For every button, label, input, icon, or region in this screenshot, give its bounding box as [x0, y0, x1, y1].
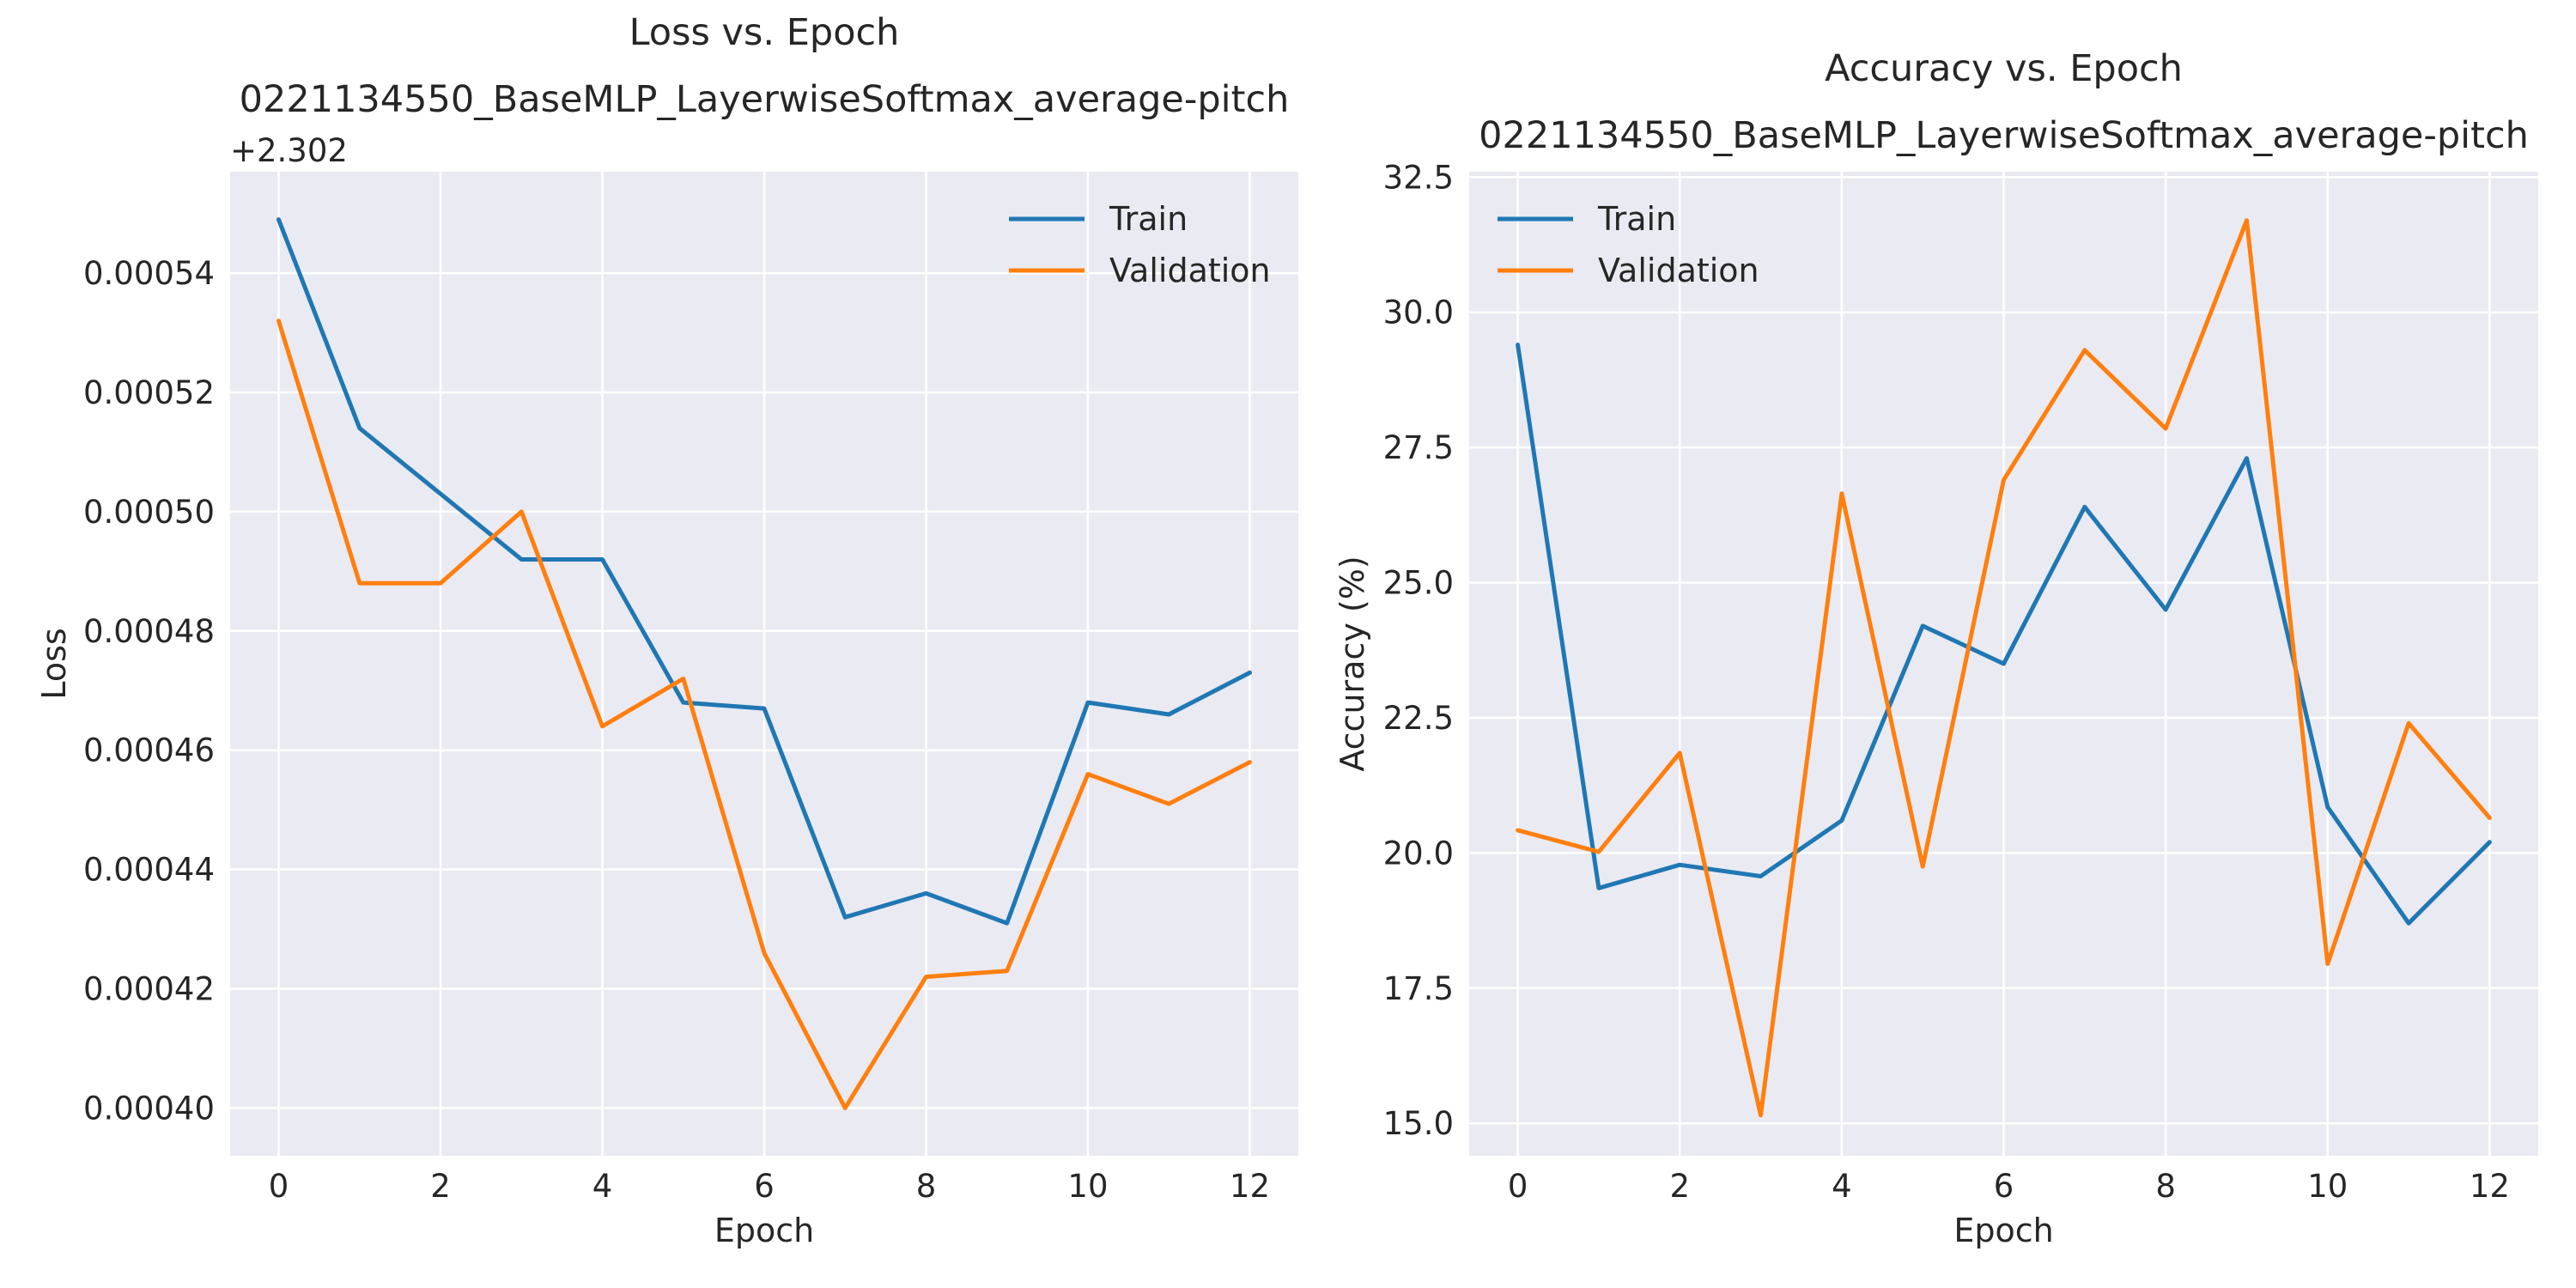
accuracy-chart-panel: 0 2 4 6 8 10 12 15.0 17.5 20.0 22.5 25.0 27.5 30.0 32.…: [1334, 47, 2538, 1249]
loss-x-axis-label: Epoch: [714, 1212, 814, 1249]
accuracy-y-tick-label: 20.0: [1383, 835, 1454, 872]
loss-y-offset-label: +2.302: [230, 132, 348, 169]
accuracy-y-tick-label: 22.5: [1383, 700, 1454, 737]
accuracy-y-axis-label: Accuracy (%): [1334, 556, 1371, 771]
loss-chart-panel: 0 2 4 6 8 10 12 0.00040 0.00042 0.00044 0.00046 0.0…: [35, 11, 1298, 1249]
loss-x-tick-label: 0: [269, 1168, 289, 1205]
accuracy-x-axis-label: Epoch: [1953, 1212, 2053, 1249]
accuracy-x-tick-label: 8: [2155, 1168, 2176, 1205]
loss-x-tick-label: 8: [916, 1168, 937, 1205]
loss-chart-title: Loss vs. Epoch: [629, 11, 900, 54]
loss-y-tick-label: 0.00054: [83, 255, 215, 292]
loss-x-tick-label: 2: [430, 1168, 451, 1205]
loss-y-tick-label: 0.00050: [83, 494, 215, 531]
loss-x-tick-label: 6: [754, 1168, 775, 1205]
loss-x-tick-label: 12: [1230, 1168, 1270, 1205]
accuracy-y-tick-label: 25.0: [1383, 565, 1454, 602]
accuracy-chart-title: Accuracy vs. Epoch: [1825, 47, 2183, 90]
accuracy-series-line-validation: [1516, 218, 2492, 1118]
loss-legend: Train Validation: [1009, 200, 1271, 289]
loss-y-tick-label: 0.00040: [83, 1090, 215, 1127]
accuracy-x-tick-label: 0: [1508, 1168, 1528, 1205]
loss-legend-label-train: Train: [1109, 200, 1188, 238]
loss-chart-subtitle: 0221134550_BaseMLP_LayerwiseSoftmax_aver…: [240, 78, 1290, 121]
loss-y-tick-label: 0.00048: [83, 613, 215, 650]
loss-series-line-train: [276, 217, 1252, 926]
loss-x-tick-label: 10: [1067, 1168, 1108, 1205]
accuracy-series-line-train: [1516, 343, 2492, 926]
accuracy-x-tick-label: 12: [2470, 1168, 2510, 1205]
accuracy-y-tick-label: 30.0: [1383, 295, 1454, 331]
loss-series-line-validation: [276, 319, 1252, 1110]
loss-y-tick-label: 0.00046: [83, 732, 215, 769]
accuracy-y-tick-label: 15.0: [1383, 1105, 1454, 1142]
accuracy-x-tick-label: 6: [1994, 1168, 2014, 1205]
accuracy-x-tick-label: 4: [1832, 1168, 1852, 1205]
loss-y-axis-label: Loss: [35, 628, 73, 699]
accuracy-x-tick-label: 2: [1669, 1168, 1690, 1205]
loss-x-tick-label: 4: [592, 1168, 613, 1205]
accuracy-legend-label-train: Train: [1597, 200, 1676, 238]
accuracy-y-tick-label: 27.5: [1383, 429, 1454, 466]
accuracy-chart-subtitle: 0221134550_BaseMLP_LayerwiseSoftmax_aver…: [1479, 114, 2529, 157]
loss-y-tick-label: 0.00044: [83, 852, 215, 889]
accuracy-x-tick-label: 10: [2307, 1168, 2348, 1205]
accuracy-y-tick-label: 17.5: [1383, 970, 1454, 1007]
loss-y-tick-label: 0.00042: [83, 971, 215, 1008]
accuracy-legend-label-validation: Validation: [1598, 252, 1759, 289]
loss-y-tick-label: 0.00052: [83, 374, 215, 411]
loss-legend-label-validation: Validation: [1109, 252, 1271, 289]
accuracy-legend: Train Validation: [1498, 200, 1759, 289]
accuracy-y-tick-label: 32.5: [1383, 159, 1454, 196]
